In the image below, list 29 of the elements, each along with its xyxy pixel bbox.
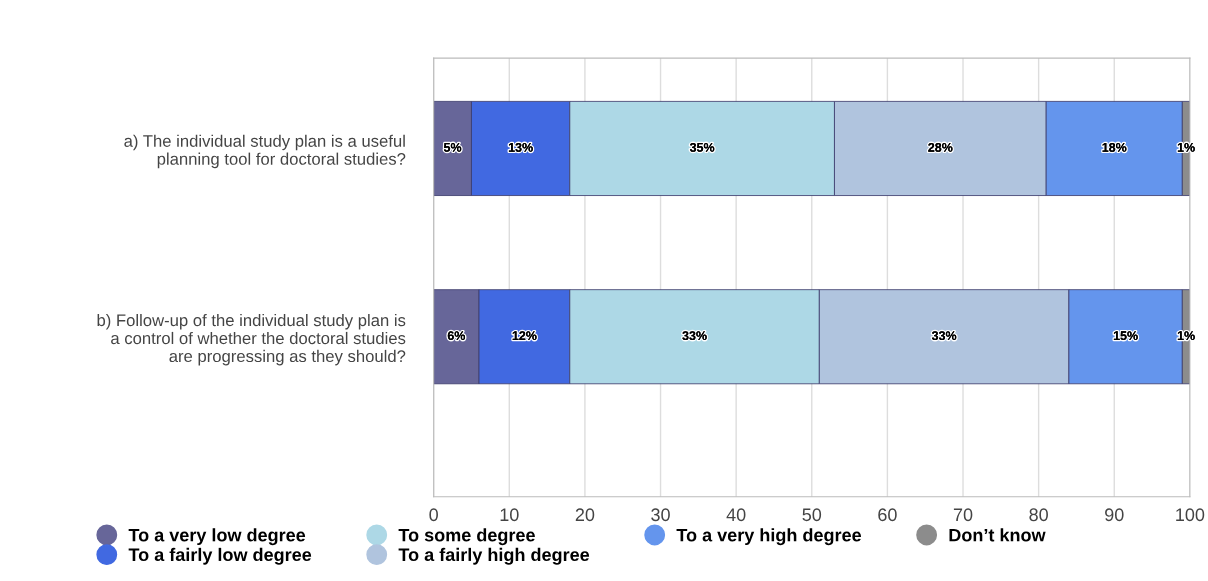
legend-label: To a fairly low degree: [128, 547, 312, 565]
legend-label: Don’t know: [949, 528, 1046, 542]
data-label: 15%: [1113, 331, 1138, 341]
y-tick-label: a) The individual study plan is a useful planning tool for doctoral studies?: [124, 134, 406, 169]
legend-label: To a very low degree: [128, 528, 306, 546]
x-tick-label: 10: [500, 508, 519, 522]
data-label: 33%: [931, 331, 957, 341]
x-tick-label: 90: [1105, 508, 1124, 522]
data-label: 13%: [508, 142, 533, 152]
data-label: 5%: [443, 143, 462, 152]
data-label: 28%: [928, 142, 953, 152]
data-label: 18%: [1102, 142, 1127, 152]
y-tick-label: b) Follow-up of the individual study plan is a control of whether the doctoral studies are progressing as they should?: [97, 313, 406, 366]
x-tick-label: 30: [651, 508, 670, 522]
data-label: 12%: [512, 331, 537, 341]
legend-label: To a fairly high degree: [398, 547, 590, 565]
legend-label: To some degree: [398, 528, 535, 546]
x-tick-label: 60: [878, 508, 897, 522]
x-tick-label: 50: [802, 508, 822, 522]
x-tick-label: 100: [1176, 508, 1205, 522]
x-tick-label: 40: [726, 508, 746, 522]
x-tick-label: 0: [429, 508, 438, 522]
x-tick-label: 70: [953, 508, 973, 522]
x-tick-label: 20: [575, 508, 595, 522]
legend-label: To a very high degree: [676, 528, 862, 546]
data-label: 6%: [447, 331, 466, 341]
data-label: 33%: [682, 331, 707, 341]
data-label: 35%: [689, 142, 715, 152]
x-tick-label: 80: [1029, 508, 1048, 522]
